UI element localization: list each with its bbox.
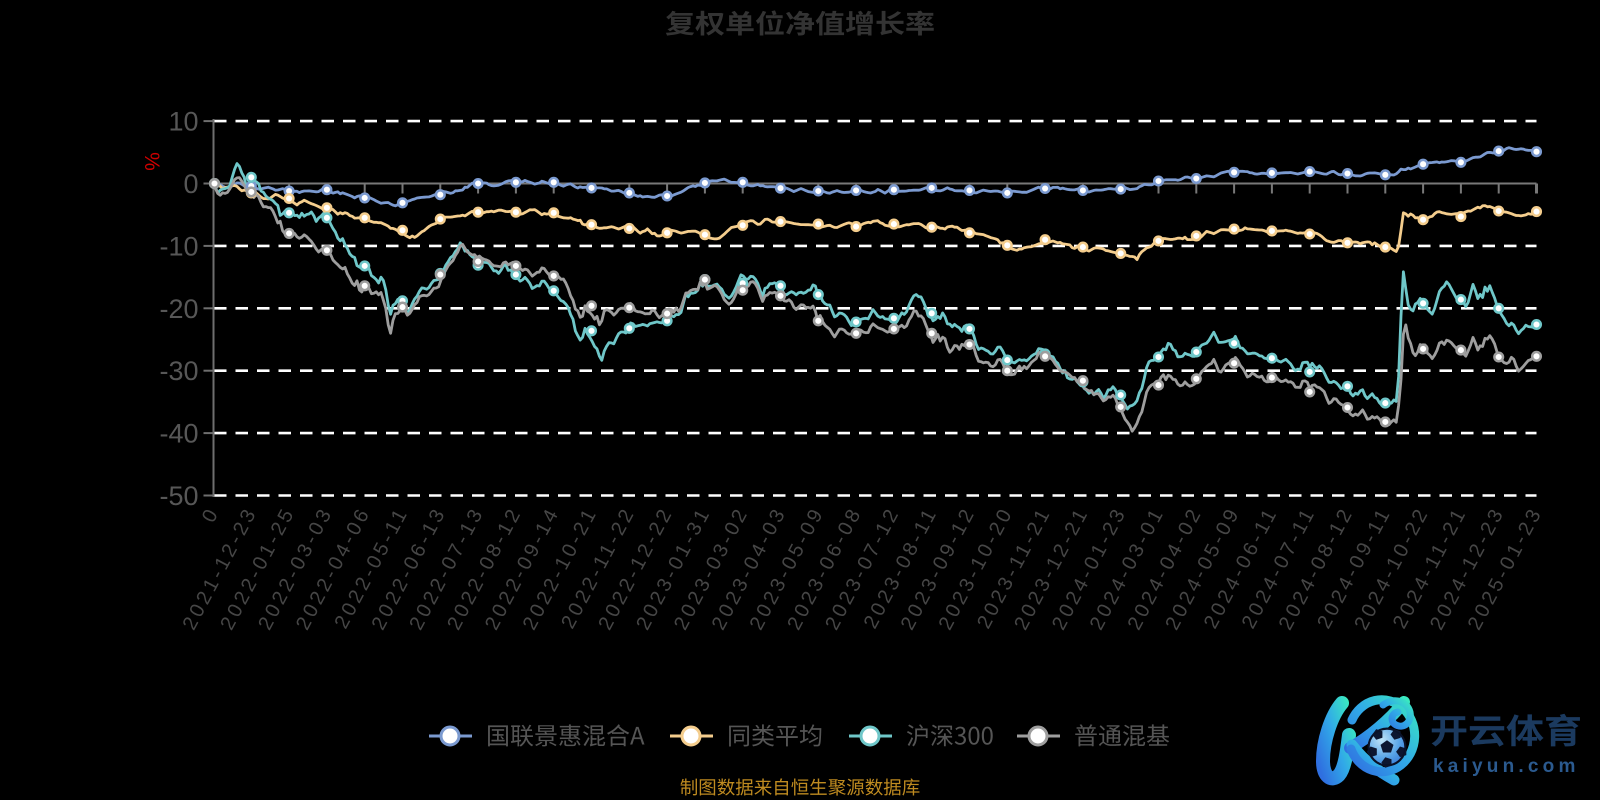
svg-text:-10: -10 xyxy=(159,231,198,261)
svg-text:%: % xyxy=(140,152,163,171)
svg-text:-40: -40 xyxy=(159,419,198,449)
svg-text:10: 10 xyxy=(168,107,198,137)
svg-text:-30: -30 xyxy=(159,356,198,386)
svg-text:0: 0 xyxy=(183,169,198,199)
svg-text:-20: -20 xyxy=(159,294,198,324)
svg-text:-50: -50 xyxy=(159,481,198,511)
svg-text:kaiyun.com: kaiyun.com xyxy=(1433,756,1580,777)
